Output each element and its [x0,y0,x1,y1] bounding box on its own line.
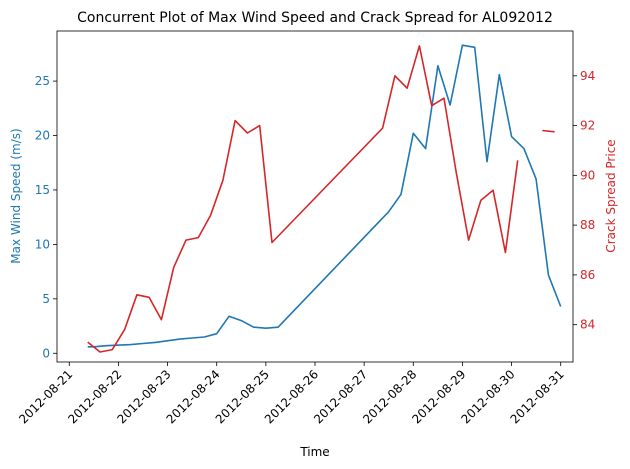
wind-speed-line [87,44,562,348]
right-axis-title: Crack Spread Price [604,139,618,252]
left-tick-label: 10 [35,237,50,251]
crack-spread-line [87,45,519,353]
right-tick-label: 84 [580,318,595,332]
left-tick-label: 5 [42,292,50,306]
left-tick-label: 20 [35,129,50,143]
plot-frame [56,30,574,363]
right-tick-label: 86 [580,268,595,282]
right-tick-label: 88 [580,218,595,232]
crack-spread-line [542,129,555,133]
right-tick-label: 94 [580,69,595,83]
x-axis-ticks: 2012-08-212012-08-222012-08-232012-08-24… [16,362,567,426]
left-axis-title: Max Wind Speed (m/s) [9,128,23,263]
left-tick-label: 25 [35,74,50,88]
right-axis-ticks: 84 86 88 90 92 94 [573,69,595,332]
left-tick-label: 15 [35,183,50,197]
x-axis-title: Time [299,445,329,459]
left-axis-ticks: 0 5 10 15 20 25 [35,74,57,360]
chart-title: Concurrent Plot of Max Wind Speed and Cr… [77,10,553,26]
left-tick-label: 0 [42,346,50,360]
plot-area [87,44,562,353]
right-tick-label: 90 [580,168,595,182]
right-tick-label: 92 [580,119,595,133]
